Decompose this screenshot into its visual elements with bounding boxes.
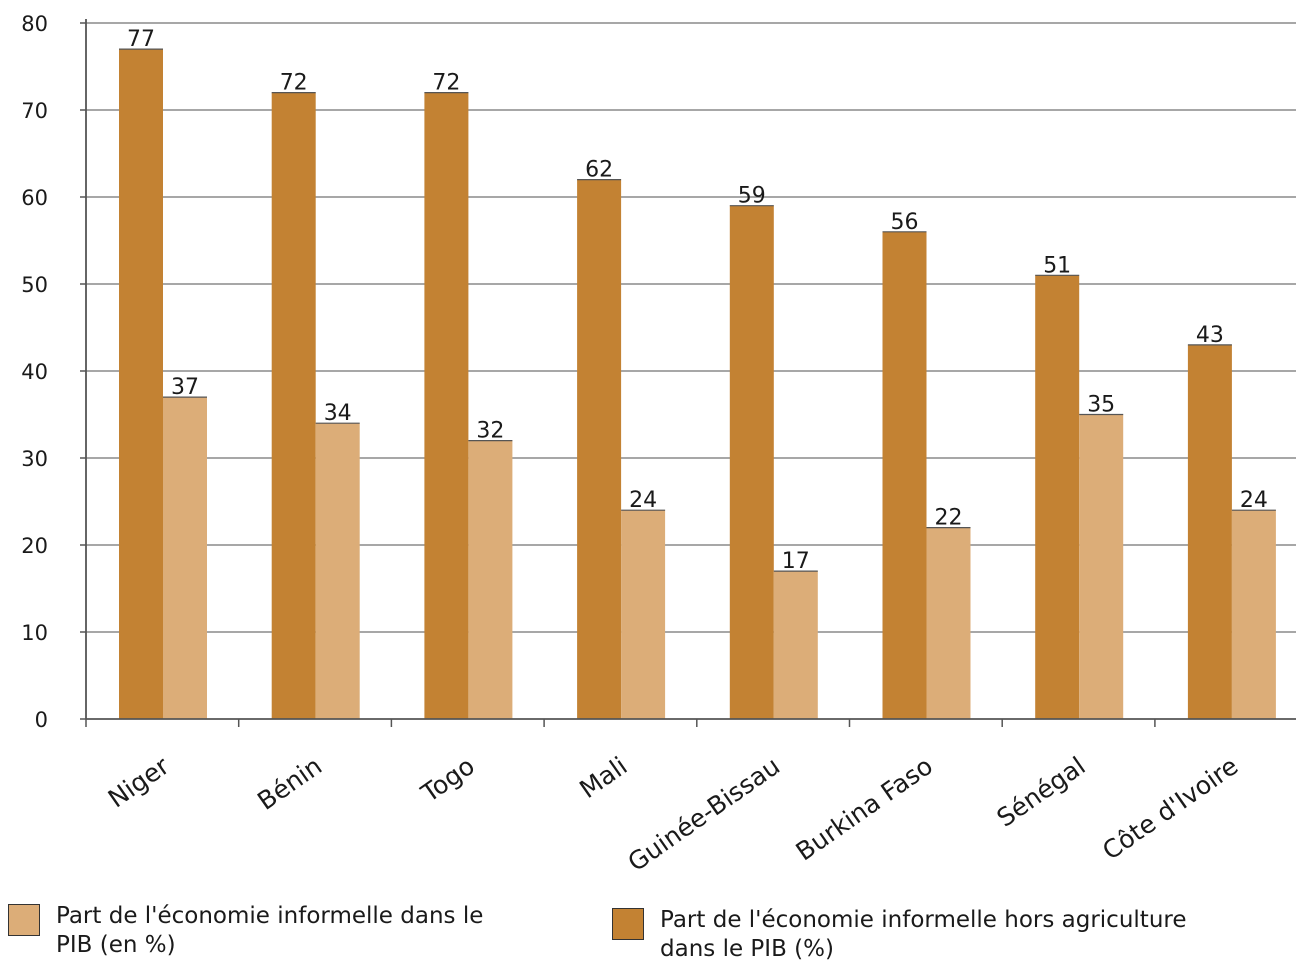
legend-item-non-agri: Part de l'économie informelle hors agric… bbox=[612, 906, 1212, 964]
bar-overall-6 bbox=[1079, 414, 1124, 719]
y-tick-label-40: 40 bbox=[21, 360, 48, 384]
x-tick-label-3: Mali bbox=[574, 751, 632, 804]
bar-chart: 0 10 20 30 40 50 60 70 80 Niger Bénin Togo MaliGuin… bbox=[21, 12, 1296, 877]
data-label-0-4: 59 bbox=[738, 184, 766, 209]
data-label-0-0: 77 bbox=[127, 27, 155, 52]
data-label-1-4: 17 bbox=[782, 549, 810, 574]
legend-swatch-light bbox=[8, 904, 40, 936]
data-label-1-3: 24 bbox=[629, 488, 657, 513]
y-tick-label-50: 50 bbox=[21, 273, 48, 297]
axes bbox=[85, 19, 1296, 720]
y-tick-label-0: 0 bbox=[35, 708, 48, 732]
data-label-0-3: 62 bbox=[585, 158, 613, 183]
y-tick-label-30: 30 bbox=[21, 447, 48, 471]
bar-overall-0 bbox=[163, 397, 207, 719]
data-label-1-0: 37 bbox=[171, 375, 199, 400]
y-tick-label-70: 70 bbox=[21, 99, 48, 123]
bar-overall-7 bbox=[1231, 510, 1276, 719]
legend-label-non-agri: Part de l'économie informelle hors agric… bbox=[660, 907, 1187, 962]
bar-non-agri-7 bbox=[1187, 344, 1232, 719]
bars bbox=[119, 48, 1276, 720]
bar-non-agri-2 bbox=[424, 92, 469, 720]
data-labels: 77 37 72 34 72 32 62 24 59 17 56 22 51 35 43 24 bbox=[127, 27, 1268, 574]
x-tick-label-5: Burkina Faso bbox=[791, 751, 938, 866]
bar-non-agri-3 bbox=[577, 179, 622, 720]
y-axis-ticks: 0 10 20 30 40 50 60 70 80 bbox=[21, 12, 86, 732]
x-tick-label-4: Guinée-Bissau bbox=[623, 751, 786, 877]
bar-non-agri-4 bbox=[729, 205, 774, 719]
y-tick-label-20: 20 bbox=[21, 534, 48, 558]
bar-overall-1 bbox=[315, 423, 360, 719]
legend-swatch-dark bbox=[612, 908, 644, 940]
x-tick-label-2: Togo bbox=[415, 751, 480, 808]
legend-item-overall: Part de l'économie informelle dans le PI… bbox=[8, 902, 508, 960]
bar-overall-5 bbox=[926, 527, 971, 719]
y-tick-label-60: 60 bbox=[21, 186, 48, 210]
bar-non-agri-6 bbox=[1035, 275, 1080, 719]
data-label-1-2: 32 bbox=[476, 419, 504, 444]
x-tick-label-0: Niger bbox=[103, 751, 175, 814]
data-label-0-5: 56 bbox=[891, 210, 919, 235]
bar-non-agri-1 bbox=[271, 92, 316, 720]
y-tick-label-80: 80 bbox=[21, 12, 48, 36]
data-label-0-6: 51 bbox=[1043, 253, 1071, 278]
data-label-0-1: 72 bbox=[280, 71, 308, 96]
bar-non-agri-0 bbox=[119, 49, 163, 720]
x-tick-label-7: Côte d'Ivoire bbox=[1097, 751, 1243, 865]
data-label-0-2: 72 bbox=[432, 71, 460, 96]
bar-overall-2 bbox=[468, 440, 513, 719]
data-label-0-7: 43 bbox=[1196, 323, 1224, 348]
legend-label-overall: Part de l'économie informelle dans le PI… bbox=[56, 903, 484, 958]
data-label-1-7: 24 bbox=[1240, 488, 1268, 513]
bar-non-agri-5 bbox=[882, 231, 927, 720]
x-tick-label-1: Bénin bbox=[252, 751, 327, 816]
data-label-1-5: 22 bbox=[935, 506, 963, 531]
bar-overall-3 bbox=[621, 510, 666, 719]
data-label-1-1: 34 bbox=[324, 401, 352, 426]
x-tick-label-6: Sénégal bbox=[992, 751, 1091, 832]
bar-overall-4 bbox=[773, 571, 818, 719]
data-label-1-6: 35 bbox=[1087, 393, 1115, 418]
y-tick-label-10: 10 bbox=[21, 621, 48, 645]
